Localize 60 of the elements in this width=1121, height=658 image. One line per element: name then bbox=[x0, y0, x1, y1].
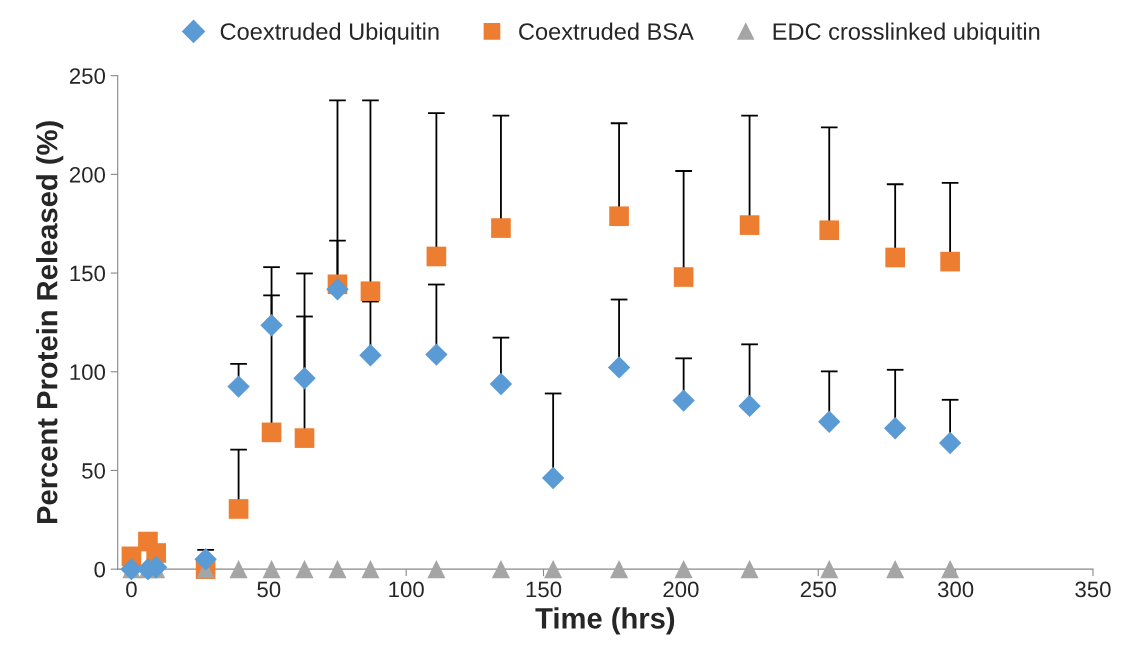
point bbox=[360, 281, 381, 302]
point bbox=[886, 560, 905, 579]
x-tick-label: 150 bbox=[526, 581, 562, 598]
point bbox=[674, 560, 693, 579]
legend-label: EDC crosslinked ubiquitin bbox=[773, 22, 1040, 45]
legend-label: Coextruded Ubiquitin bbox=[220, 22, 439, 45]
point bbox=[739, 215, 760, 235]
y-tick-label: 0 bbox=[94, 561, 106, 578]
point bbox=[544, 560, 563, 579]
y-tick-label: 50 bbox=[82, 463, 106, 479]
point bbox=[260, 313, 283, 337]
x-tick-label: 300 bbox=[937, 581, 974, 598]
x-tick-label: 50 bbox=[257, 581, 281, 598]
point bbox=[610, 560, 629, 579]
x-tick-label: 100 bbox=[389, 581, 424, 598]
point bbox=[489, 372, 513, 396]
point bbox=[491, 218, 511, 238]
y-axis-title: Percent Protein Released (%) bbox=[36, 121, 64, 524]
point bbox=[941, 560, 960, 579]
point bbox=[229, 560, 248, 579]
point bbox=[295, 560, 314, 579]
point bbox=[740, 560, 759, 579]
point bbox=[672, 389, 695, 412]
x-tick-label: 350 bbox=[1075, 581, 1111, 598]
point bbox=[227, 375, 250, 398]
point bbox=[607, 356, 631, 379]
point bbox=[541, 466, 565, 490]
point bbox=[427, 560, 446, 579]
point bbox=[326, 278, 349, 301]
point bbox=[262, 560, 281, 579]
point bbox=[425, 343, 448, 366]
point bbox=[294, 428, 315, 448]
point bbox=[328, 560, 347, 579]
point bbox=[359, 343, 382, 367]
x-axis-title: Time (hrs) bbox=[535, 607, 675, 635]
y-tick-label: 150 bbox=[70, 265, 106, 282]
point bbox=[426, 246, 447, 267]
x-tick-label: 0 bbox=[126, 581, 137, 598]
legend-label: Coextruded BSA bbox=[519, 22, 694, 40]
point bbox=[361, 560, 380, 579]
y-tick-label: 100 bbox=[70, 364, 106, 381]
point bbox=[738, 394, 761, 418]
point bbox=[883, 417, 907, 440]
point bbox=[491, 560, 510, 579]
point bbox=[194, 548, 217, 571]
point bbox=[261, 422, 282, 443]
point bbox=[820, 560, 839, 579]
point bbox=[673, 267, 694, 287]
point bbox=[940, 251, 960, 272]
x-tick-label: 250 bbox=[800, 581, 836, 598]
y-tick-label: 200 bbox=[69, 166, 106, 183]
point bbox=[609, 206, 629, 227]
point bbox=[293, 367, 316, 390]
point bbox=[819, 220, 840, 241]
x-tick-label: 200 bbox=[663, 581, 699, 598]
point bbox=[938, 431, 962, 455]
point bbox=[818, 410, 841, 433]
y-tick-label: 250 bbox=[69, 68, 106, 84]
point bbox=[885, 247, 905, 268]
point bbox=[228, 499, 249, 519]
